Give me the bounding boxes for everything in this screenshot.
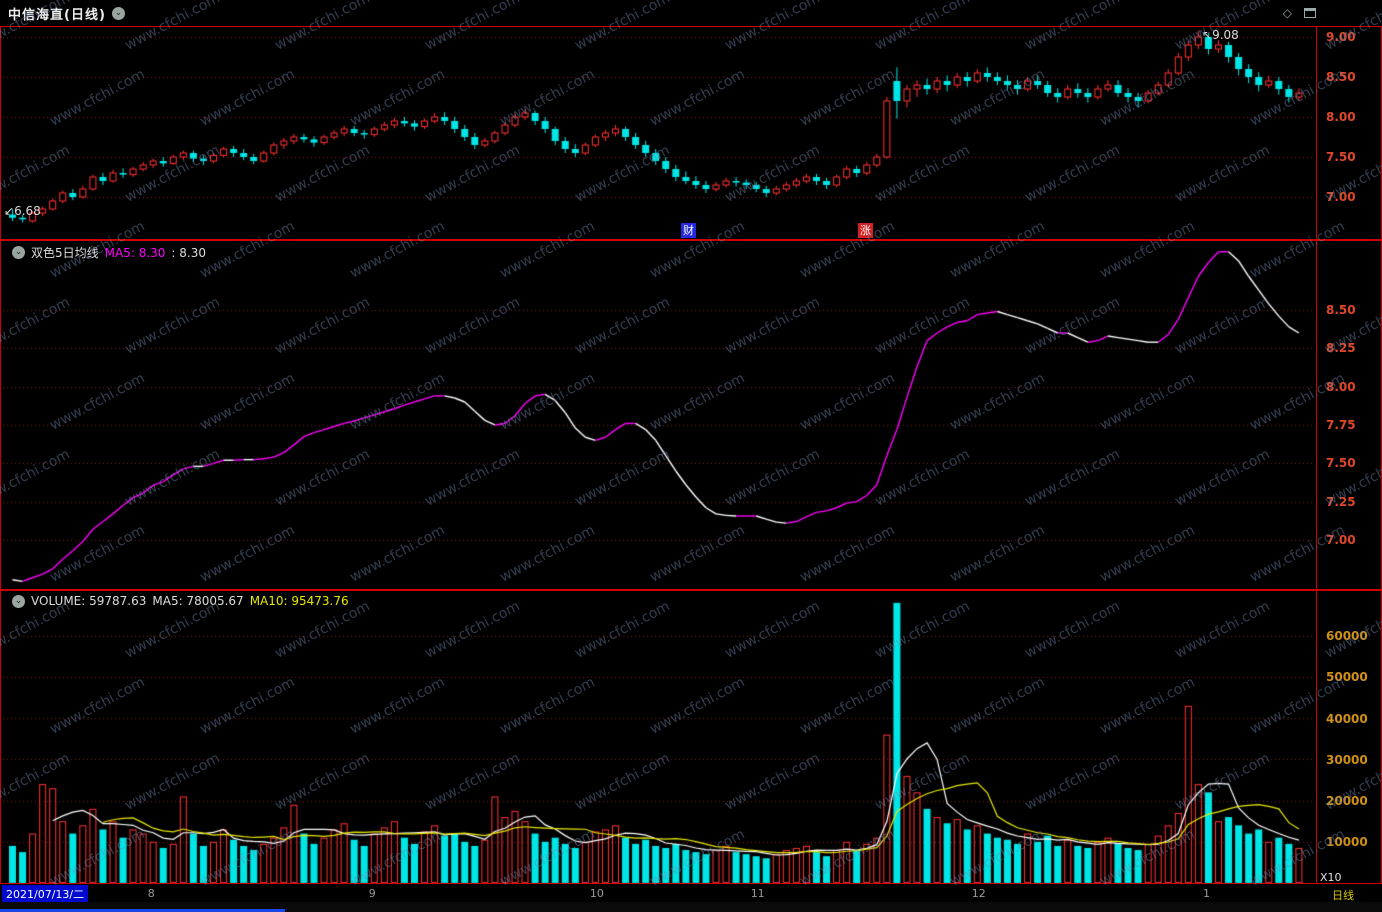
timeline-month-label: 10: [589, 887, 604, 900]
ma-tick-label: 8.25: [1326, 341, 1356, 355]
price-tick-label: 8.50: [1326, 70, 1356, 84]
panel-collapse-icon[interactable]: ⌄: [12, 246, 25, 259]
timeline-month-label: 9: [368, 887, 376, 900]
title-bar-actions: ◇: [1283, 6, 1316, 20]
period-high-marker: ↖9.08: [1202, 28, 1239, 42]
scrollbar-thumb[interactable]: [0, 909, 285, 912]
panel-collapse-icon[interactable]: ⌄: [12, 594, 25, 608]
timeline-month-label: 8: [147, 887, 155, 900]
start-date-label: 2021/07/13/二: [2, 885, 89, 903]
volume-unit-label: X10: [1320, 871, 1342, 884]
ma-tick-label: 7.75: [1326, 418, 1356, 432]
volume-tick-label: 20000: [1326, 794, 1368, 808]
volume-tick-label: 10000: [1326, 835, 1368, 849]
axis-separator-line: [1316, 26, 1317, 884]
volume-ma10-label: MA10: 95473.76: [249, 594, 349, 608]
window-icon[interactable]: [1304, 8, 1316, 18]
bottom-scrollbar: [0, 902, 1382, 912]
timeline-month-label: 11: [750, 887, 765, 900]
volume-tick-label: 40000: [1326, 712, 1368, 726]
timeline-month-label: 1: [1202, 887, 1210, 900]
price-tick-label: 7.00: [1326, 190, 1356, 204]
arrow-down-left-icon: ↙: [4, 204, 15, 218]
title-bar: 中信海直(日线) ⌄ ◇: [0, 0, 1382, 26]
volume-panel-header: ⌄ VOLUME: 59787.63 MA5: 78005.67 MA10: 9…: [6, 594, 349, 608]
arrow-up-left-icon: ↖: [1202, 28, 1213, 42]
ma5-current-value: : 8.30: [171, 245, 206, 260]
ma-panel-header: ⌄ 双色5日均线 MA5: 8.30 : 8.30: [6, 244, 206, 261]
ma5-value-label: MA5: 8.30: [104, 245, 166, 260]
volume-tick-label: 50000: [1326, 670, 1368, 684]
news-badge-cai[interactable]: 财: [681, 223, 696, 238]
price-tick-label: 9.00: [1326, 30, 1356, 44]
ma-tick-label: 7.50: [1326, 456, 1356, 470]
volume-tick-label: 30000: [1326, 753, 1368, 767]
volume-tick-label: 60000: [1326, 629, 1368, 643]
title-dropdown-icon[interactable]: ⌄: [111, 6, 125, 20]
ma-tick-label: 7.25: [1326, 495, 1356, 509]
ma-tick-label: 7.00: [1326, 533, 1356, 547]
stock-title: 中信海直(日线): [8, 7, 106, 23]
volume-value-label: VOLUME: 59787.63: [31, 594, 147, 608]
timeline-bar: 2021/07/13/二 8 9 10 11 12 1 日线: [0, 884, 1382, 903]
diamond-icon[interactable]: ◇: [1282, 6, 1292, 20]
period-selector-label[interactable]: 日线: [1332, 889, 1354, 902]
ma-tick-label: 8.50: [1326, 303, 1356, 317]
ma-tick-label: 8.00: [1326, 380, 1356, 394]
price-tick-label: 7.50: [1326, 150, 1356, 164]
indicator-name: 双色5日均线: [31, 246, 99, 260]
price-tick-label: 8.00: [1326, 110, 1356, 124]
volume-ma5-label: MA5: 78005.67: [152, 594, 244, 608]
timeline-month-label: 12: [971, 887, 986, 900]
news-badge-zhang[interactable]: 涨: [858, 223, 873, 238]
period-low-marker: ↙6.68: [4, 204, 41, 218]
